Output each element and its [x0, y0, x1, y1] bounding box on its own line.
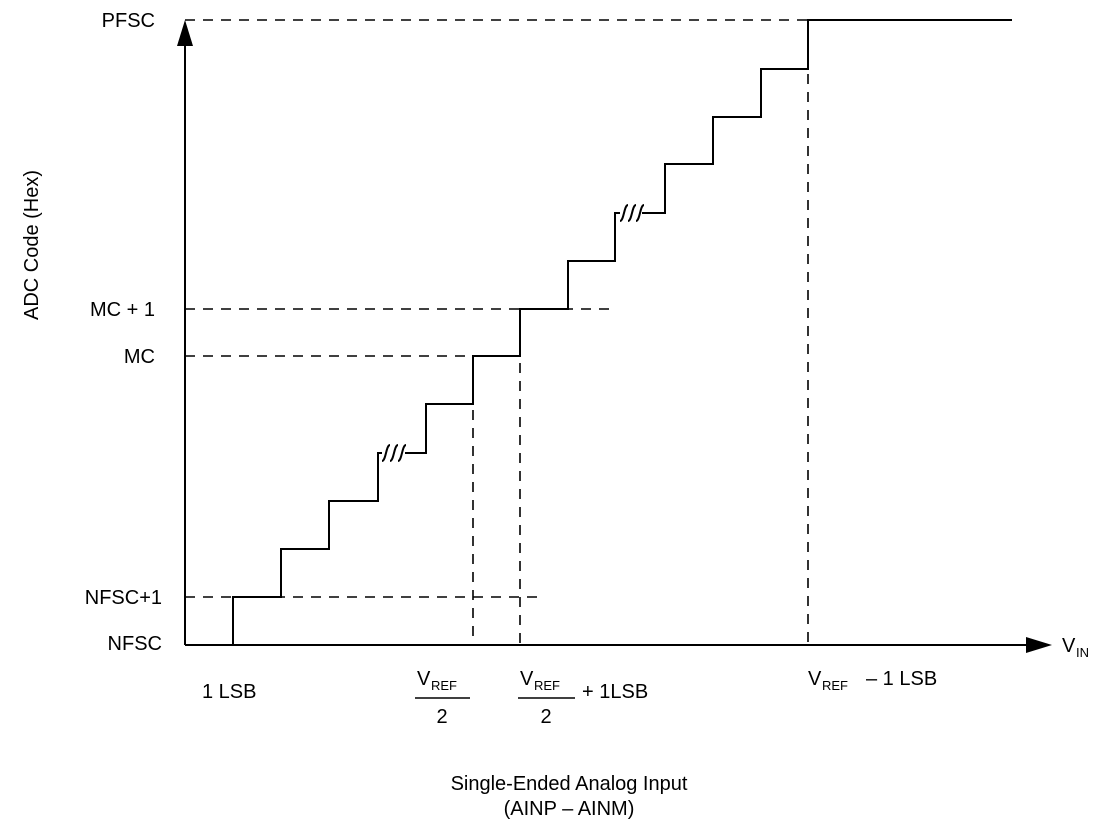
x-axis-arrow: [1026, 637, 1052, 653]
tick-label-nfsc-plus-one: NFSC+1: [85, 587, 162, 609]
horizontal-reference-lines: [185, 19, 808, 598]
y-axis-tick-labels: PFSC MC + 1 MC NFSC+1 NFSC: [85, 10, 162, 655]
x-axis-tick-labels: 1 LSB V REF 2 V REF 2 + 1LSB V REF – 1 L…: [202, 668, 937, 728]
caption-line-1: Single-Ended Analog Input: [451, 773, 688, 795]
vref-half-sub: REF: [431, 678, 457, 693]
vref-minus-suffix: – 1 LSB: [866, 668, 937, 690]
staircase-lower-segment: [232, 452, 382, 645]
x-axis-symbol-main: V: [1062, 635, 1076, 657]
tick-label-vref-minus-lsb: V REF – 1 LSB: [808, 668, 937, 693]
caption: Single-Ended Analog Input (AINP – AINM): [451, 773, 688, 820]
x-axis-symbol-sub: IN: [1076, 645, 1089, 660]
tick-label-pfsc: PFSC: [102, 10, 155, 32]
vref-half-v: V: [417, 668, 431, 690]
vref-half-denominator: 2: [436, 706, 447, 728]
tick-label-vref-half: V REF 2: [415, 668, 470, 728]
vertical-reference-lines: [472, 20, 809, 645]
tick-label-nfsc: NFSC: [108, 633, 162, 655]
vref-half-plus-sub: REF: [534, 678, 560, 693]
staircase-middle-segment: [405, 212, 620, 454]
transfer-staircase: [232, 19, 1012, 645]
vref-minus-v: V: [808, 668, 822, 690]
tick-label-one-lsb: 1 LSB: [202, 681, 256, 703]
vref-half-plus-v: V: [520, 668, 534, 690]
y-axis-title: ADC Code (Hex): [21, 170, 43, 320]
staircase-upper-segment: [642, 19, 1012, 214]
tick-label-vref-half-plus-lsb: V REF 2 + 1LSB: [518, 668, 648, 728]
break-symbol-upper: [619, 204, 645, 222]
tick-label-mc-plus-one: MC + 1: [90, 299, 155, 321]
vref-half-plus-denominator: 2: [540, 706, 551, 728]
x-axis-symbol: V IN: [1062, 635, 1089, 660]
break-symbol-lower: [381, 444, 407, 462]
caption-line-2: (AINP – AINM): [504, 798, 635, 820]
y-axis-arrow: [177, 20, 193, 46]
vref-half-plus-suffix: + 1LSB: [582, 681, 648, 703]
tick-label-mc: MC: [124, 346, 155, 368]
axes: [177, 20, 1052, 653]
vref-minus-sub: REF: [822, 678, 848, 693]
